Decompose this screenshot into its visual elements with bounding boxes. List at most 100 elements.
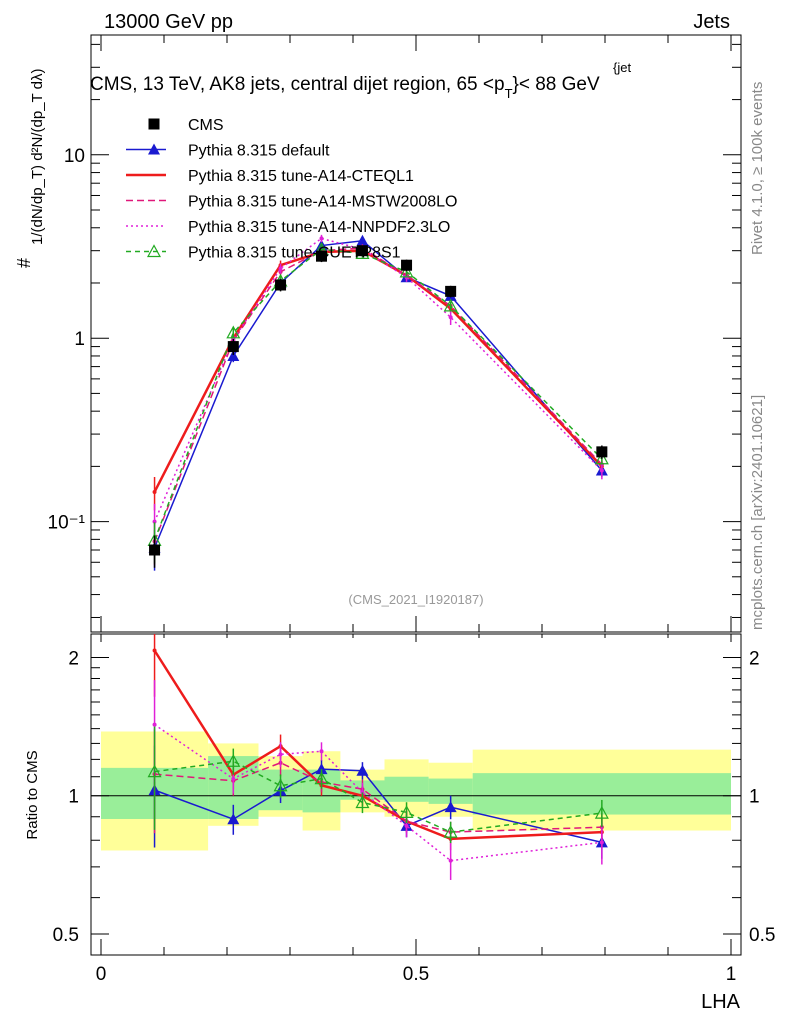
data-marker-square (227, 341, 239, 353)
legend: CMS Pythia 8.315 default Pythia 8.315 tune… (126, 117, 457, 262)
data-marker-dot (152, 648, 157, 653)
ratio-series-line (153, 649, 602, 841)
ratio-series-line (154, 768, 603, 844)
legend-entry: CMS (148, 117, 224, 134)
data-marker-triangle (356, 234, 369, 246)
x-tick-label: 0 (96, 964, 107, 985)
data-marker-triangle-open (273, 778, 288, 792)
axis-ticks: 0 0.5 1 10 1 10⁻¹ 2 2 1 1 0.5 0.5 (48, 35, 775, 985)
data-marker-triangle-open (594, 805, 609, 819)
ratio-tick-label-right: 2 (749, 648, 760, 669)
legend-label: Pythia 8.315 tune-A14-MSTW2008LO (188, 194, 457, 211)
y-tick-label: 1 (74, 329, 85, 350)
x-axis-title: LHA (701, 991, 741, 1013)
data-marker-square (401, 259, 413, 271)
legend-label: Pythia 8.315 tune-A14-CTEQL1 (188, 168, 414, 185)
legend-label: Pythia 8.315 tune-CUETP8S1 (188, 245, 401, 262)
data-marker-triangle-open (147, 764, 162, 778)
legend-entry: Pythia 8.315 tune-A14-NNPDF2.3LO (126, 219, 450, 236)
main-series-line (153, 247, 603, 542)
ratio-band-inner (384, 776, 429, 802)
data-marker-triangle (227, 349, 240, 361)
legend-entry: Pythia 8.315 tune-A14-MSTW2008LO (126, 194, 457, 211)
ratio-tick-label-right: 1 (749, 787, 760, 808)
y-title-text: 1/(dN/dp_T) d²N/(dp_T dλ) (29, 69, 46, 245)
data-series (147, 234, 609, 880)
legend-entry: Pythia 8.315 tune-CUETP8S1 (126, 244, 401, 262)
ratio-series-line (154, 723, 602, 862)
data-marker-square (356, 245, 368, 257)
data-marker-triangle (315, 763, 328, 775)
data-marker-dot (152, 489, 157, 494)
data-marker-triangle-open (594, 451, 609, 465)
x-tick-label: 1 (726, 964, 737, 985)
data-marker-dot (152, 722, 157, 727)
y-tick-label: 10⁻¹ (48, 513, 86, 534)
chart-title-sub: T (505, 86, 513, 101)
ratio-series-line (154, 760, 602, 833)
main-y-axis-title: # 1/(dN/dp_T) d²N/(dp_T dλ) (14, 69, 46, 268)
series-pythia-8-315-tune-a14-nnpdf2-3lo (152, 234, 604, 880)
data-marker-dot (278, 266, 283, 271)
main-series-line (153, 239, 603, 549)
ratio-series-line (154, 761, 602, 833)
y-title-hash: # (14, 258, 34, 268)
data-marker-triangle (444, 801, 457, 813)
x-tick-label: 0.5 (403, 964, 429, 985)
chart-title-sup: {jet (613, 60, 631, 75)
legend-label: CMS (188, 117, 224, 134)
legend-entry: Pythia 8.315 default (126, 143, 330, 160)
main-series-line (153, 237, 603, 522)
data-marker-dot (152, 519, 157, 524)
ratio-tick-label-left: 0.5 (53, 925, 79, 946)
data-marker-square (316, 250, 327, 262)
svg-text:#: # (14, 258, 34, 268)
data-marker-dot (599, 468, 604, 473)
data-marker-triangle (227, 813, 240, 825)
data-marker-dot (319, 749, 324, 754)
data-marker-triangle-open (443, 824, 458, 838)
data-marker-square (148, 118, 160, 130)
ratio-y-axis-title: Ratio to CMS (24, 750, 41, 839)
data-marker-triangle-open (226, 325, 241, 339)
y-tick-label: 10 (64, 146, 85, 167)
data-marker-dot (319, 236, 324, 241)
chart-title-end: }< 88 GeV (513, 74, 600, 95)
data-marker-dot (448, 858, 453, 863)
header-energy-label: 13000 GeV pp (104, 11, 233, 33)
ratio-uncertainty-bands (101, 731, 731, 851)
ratio-tick-label-right: 0.5 (749, 925, 775, 946)
data-marker-triangle-open (226, 753, 241, 767)
data-marker-triangle (148, 143, 160, 155)
data-marker-triangle-open (355, 795, 370, 809)
data-marker-triangle-open (399, 805, 414, 818)
data-marker-square (275, 279, 287, 291)
data-marker-dot (404, 823, 409, 828)
data-marker-square (149, 544, 161, 556)
data-marker-triangle (356, 764, 369, 776)
data-marker-triangle-open (146, 244, 162, 258)
data-marker-dot (448, 315, 453, 320)
series-cms (149, 245, 608, 568)
data-marker-dot (231, 776, 236, 781)
data-marker-square (596, 446, 608, 458)
data-marker-triangle-open (314, 771, 329, 785)
main-series-line (153, 248, 603, 541)
rivet-version-label: Rivet 4.1.0, ≥ 100k events (749, 82, 766, 255)
data-marker-dot (599, 840, 604, 845)
data-marker-dot (278, 752, 283, 757)
chart-title: CMS, 13 TeV, AK8 jets, central dijet reg… (90, 74, 600, 101)
legend-entry: Pythia 8.315 tune-A14-CTEQL1 (126, 168, 414, 185)
analysis-id-label: (CMS_2021_I1920187) (348, 592, 483, 607)
legend-label: Pythia 8.315 default (188, 143, 330, 160)
ratio-tick-label-left: 2 (68, 648, 79, 669)
legend-label: Pythia 8.315 tune-A14-NNPDF2.3LO (188, 219, 450, 236)
mcplots-source-label: mcplots.cern.ch [arXiv:2401.10621] (749, 395, 766, 630)
ratio-tick-label-left: 1 (68, 787, 79, 808)
data-marker-triangle-open (399, 264, 414, 278)
data-marker-triangle-open (443, 298, 458, 312)
header-process-label: Jets (693, 11, 730, 33)
chart-title-main: CMS, 13 TeV, AK8 jets, central dijet reg… (90, 74, 505, 95)
data-marker-square (445, 285, 457, 297)
